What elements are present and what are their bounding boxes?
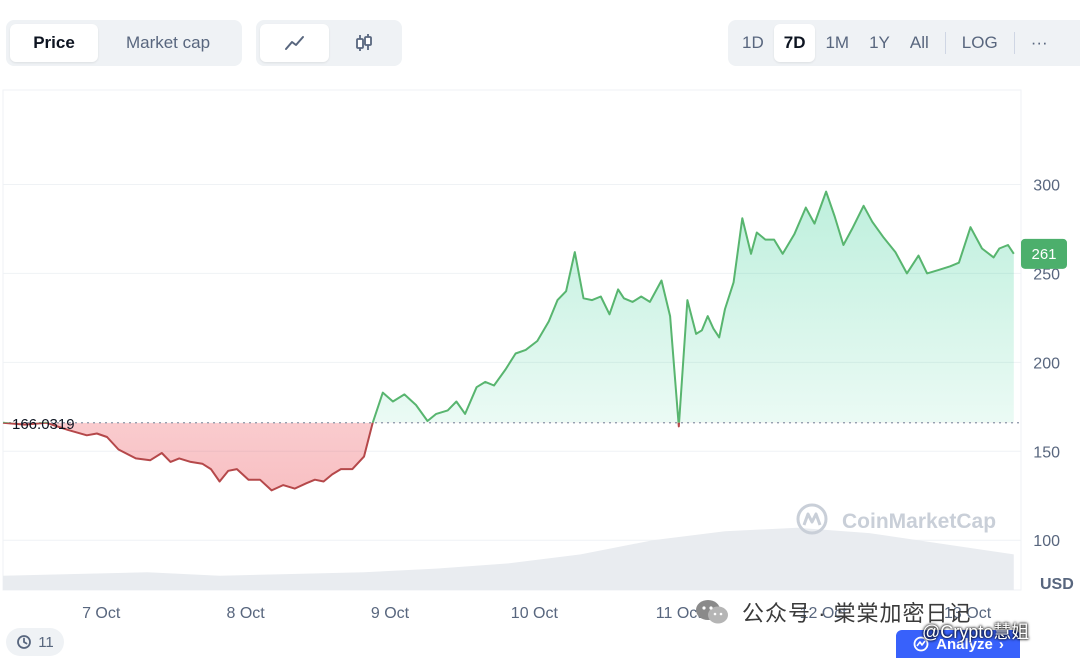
- y-tick-label: 150: [1033, 444, 1060, 461]
- x-axis-ticks: 7 Oct 8 Oct 9 Oct 10 Oct 11 Oct 12 Oct 13 Oct: [82, 605, 992, 622]
- area-below-baseline: [3, 422, 1014, 491]
- range-divider: [944, 32, 946, 54]
- wechat-icon: [694, 598, 730, 626]
- current-price-label: 261: [1031, 246, 1056, 263]
- y-tick-label: 300: [1033, 177, 1060, 194]
- analyze-button[interactable]: Analyze ›: [896, 630, 1020, 658]
- current-price-badge: 261: [1021, 238, 1067, 269]
- y-tick-label: 200: [1033, 355, 1060, 372]
- x-tick-label: 11 Oct: [656, 605, 703, 622]
- chevron-right-icon: ›: [998, 635, 1004, 653]
- x-tick-label: 10 Oct: [511, 605, 559, 622]
- price-area: [3, 191, 1014, 491]
- wechat-watermark: 公众号 · 棠棠加密日记: [742, 601, 972, 626]
- range-divider: [1013, 32, 1015, 54]
- x-tick-label: 9 Oct: [371, 605, 410, 622]
- range-1d[interactable]: 1D: [742, 33, 764, 52]
- history-badge[interactable]: 11: [6, 628, 64, 656]
- price-line: [2, 190, 1015, 492]
- x-tick-label: 7 Oct: [82, 605, 121, 622]
- y-tick-label: 250: [1033, 266, 1060, 283]
- price-line-up: [3, 190, 1015, 423]
- time-range-toggle: 1D 7D 1M 1Y All LOG ···: [728, 20, 1080, 66]
- area-above-baseline: [372, 191, 1014, 423]
- y-axis-unit: USD: [1040, 576, 1074, 593]
- range-1m[interactable]: 1M: [825, 33, 850, 52]
- analyze-label: Analyze: [936, 635, 993, 653]
- range-1y[interactable]: 1Y: [869, 33, 890, 52]
- coinmarketcap-logo-icon: [796, 503, 828, 535]
- x-tick-label: 8 Oct: [226, 605, 265, 622]
- y-axis-ticks: 100 150 200 250 300: [1033, 177, 1060, 550]
- range-all[interactable]: All: [909, 33, 929, 52]
- overlay-caption: @Crypto慧姐: [922, 622, 1030, 642]
- y-tick-label: 100: [1033, 533, 1060, 550]
- history-count: 11: [38, 633, 54, 651]
- metric-toggle: Price Market cap: [6, 20, 242, 66]
- candlestick-chart-button[interactable]: [329, 24, 398, 62]
- x-tick-label: 13 Oct: [944, 605, 992, 622]
- analyze-icon: [913, 636, 929, 652]
- x-tick-label: 12 Oct: [800, 605, 848, 622]
- line-chart-icon: [284, 36, 304, 50]
- chart-type-toggle: [256, 20, 402, 66]
- watermark-text: CoinMarketCap: [842, 510, 996, 533]
- baseline-label: 166.0319: [12, 416, 75, 433]
- baseline-value-label: 166.0319: [12, 416, 75, 433]
- price-line-down: [2, 422, 681, 492]
- log-scale-toggle[interactable]: LOG: [961, 33, 998, 52]
- coinmarketcap-watermark: CoinMarketCap: [796, 503, 996, 535]
- candlestick-icon: [355, 34, 372, 51]
- volume-area: [3, 527, 1014, 590]
- history-icon: [17, 635, 32, 649]
- line-chart-button[interactable]: [260, 24, 329, 62]
- tab-market-cap[interactable]: Market cap: [125, 33, 211, 52]
- range-7d[interactable]: 7D: [773, 24, 816, 62]
- tab-price[interactable]: Price: [10, 24, 98, 62]
- volume-area-shape: [3, 527, 1014, 590]
- more-options-button[interactable]: ···: [1030, 33, 1048, 52]
